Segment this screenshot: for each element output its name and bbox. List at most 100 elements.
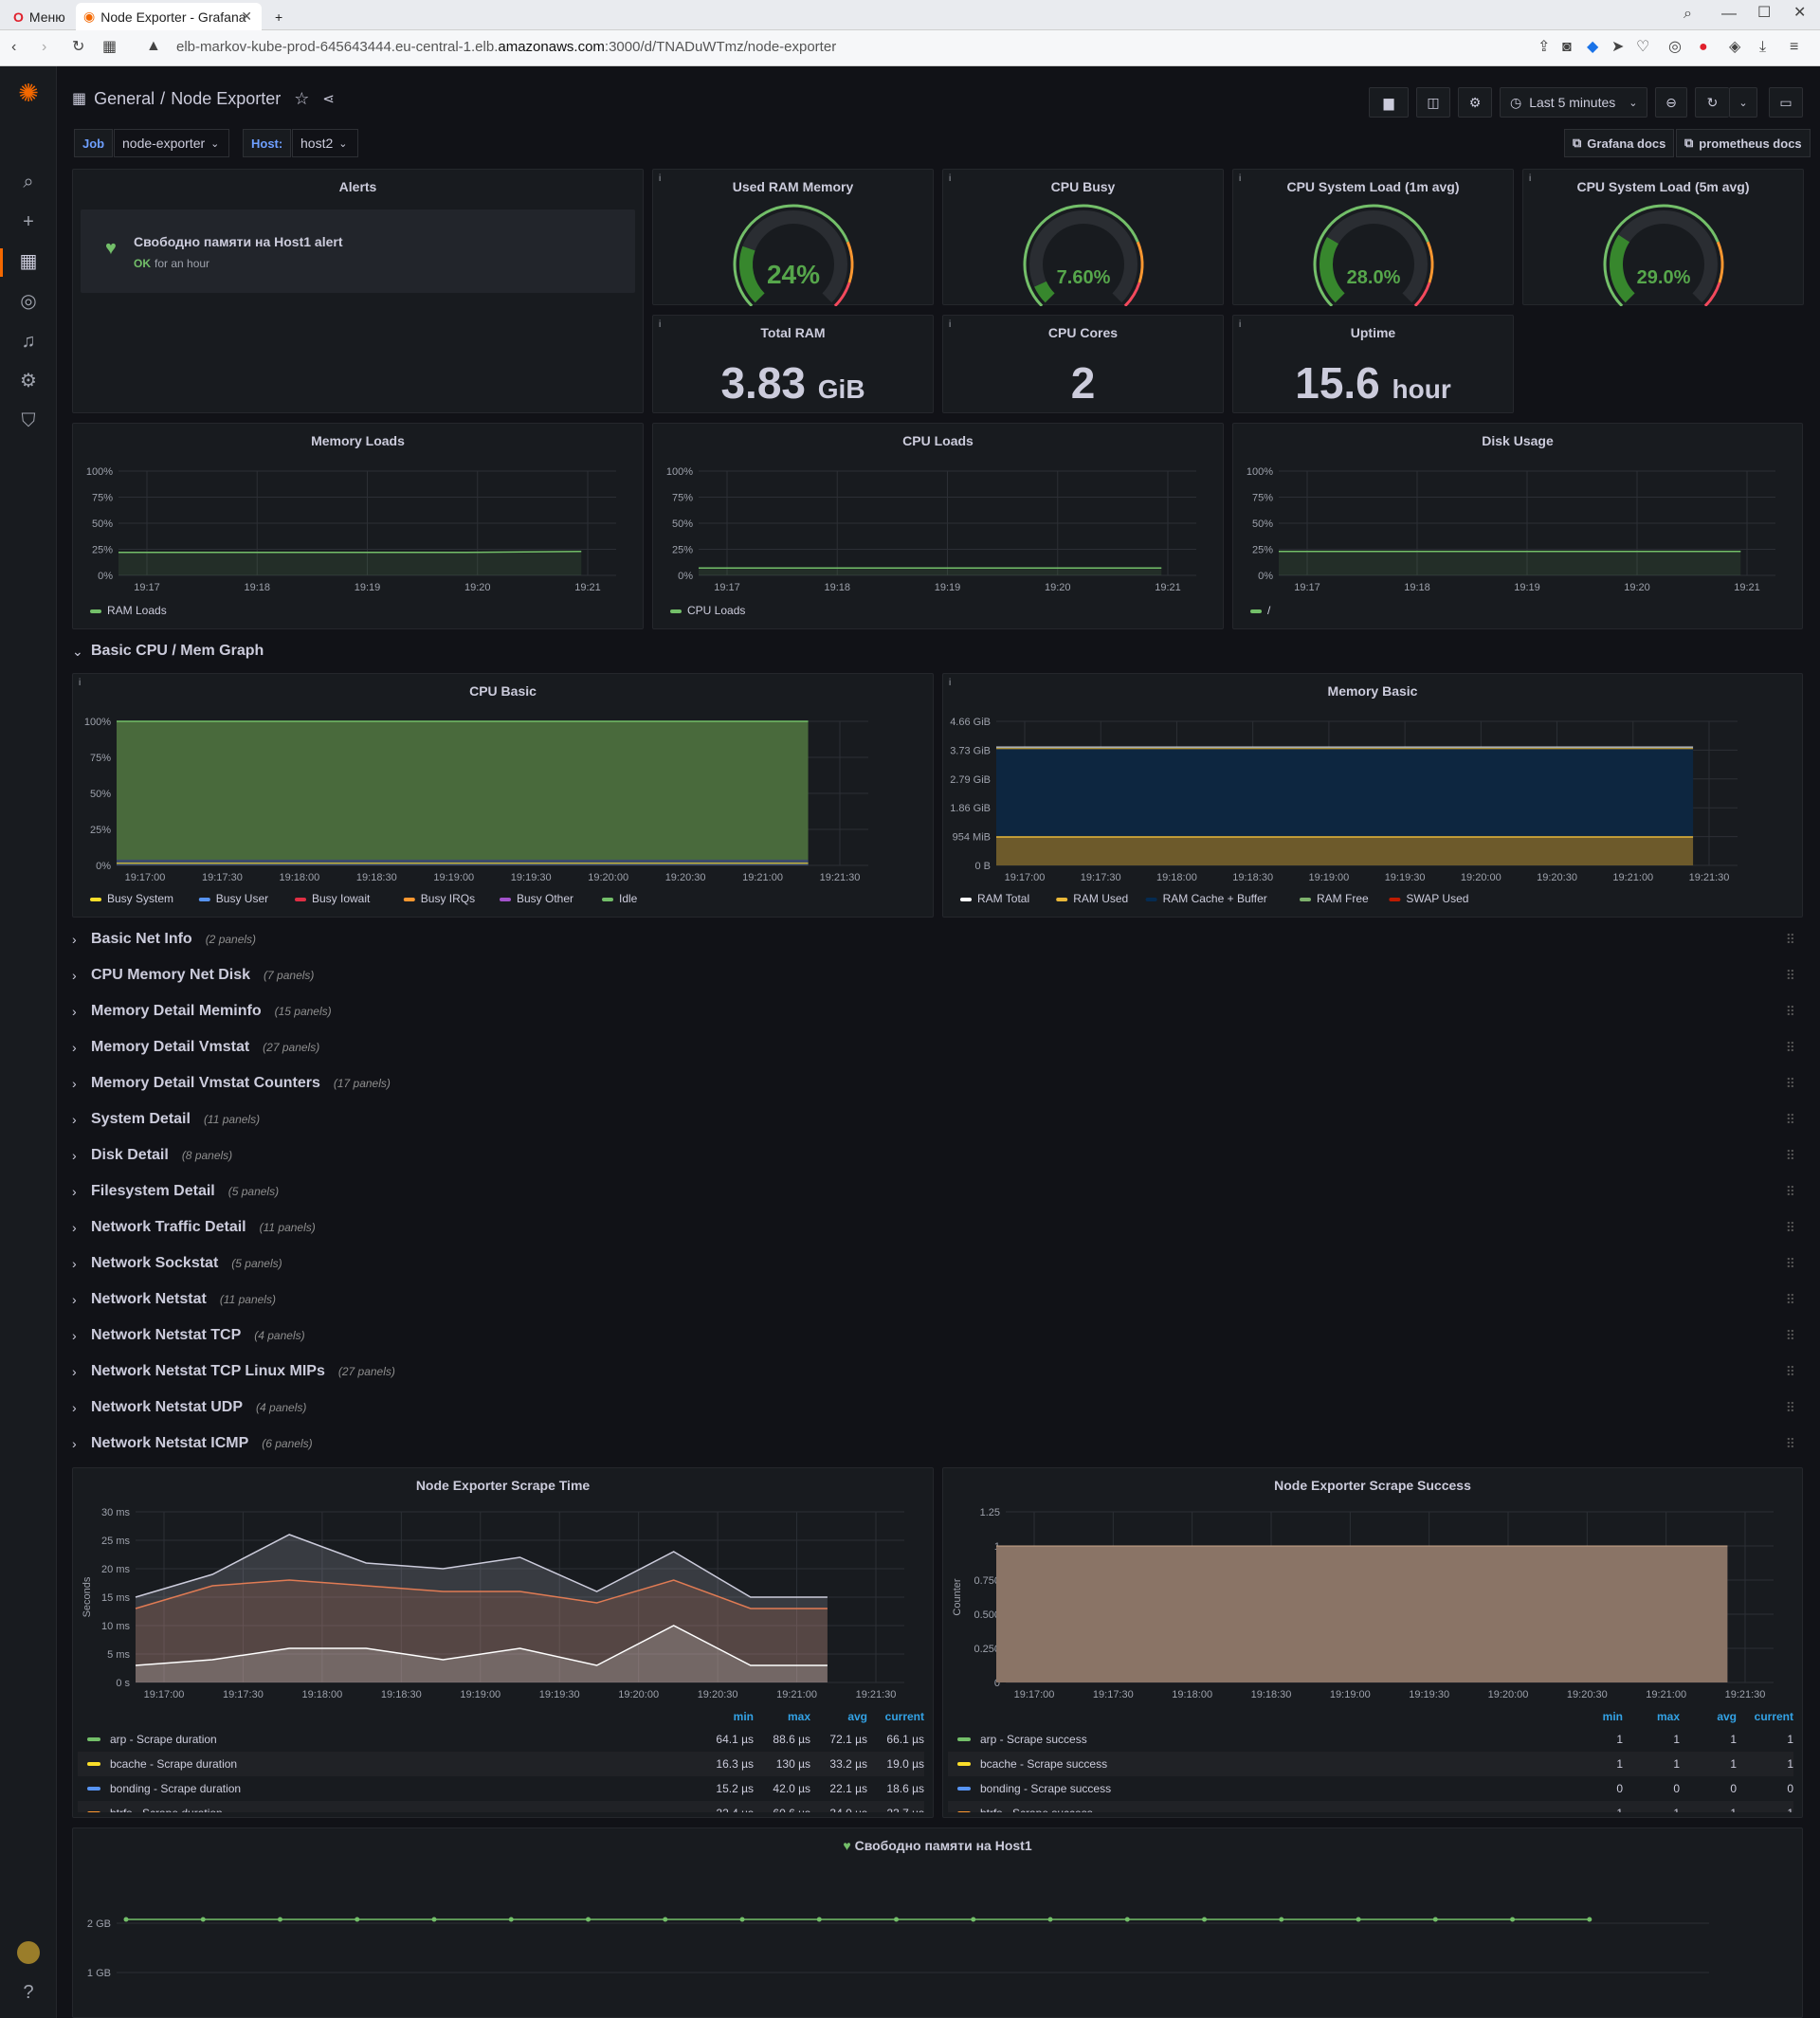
drag-handle-icon[interactable]: ⠿ — [1785, 1363, 1795, 1379]
legend-row[interactable]: bcache - Scrape success 1 1 1 1 — [948, 1752, 1793, 1776]
configuration-gear-icon[interactable]: ⚙ — [20, 371, 37, 391]
collapsed-row[interactable]: › Filesystem Detail (5 panels) ⠿ — [72, 1175, 1803, 1208]
server-admin-shield-icon[interactable]: ⛉ — [21, 410, 36, 431]
legend-row[interactable]: btrfs - Scrape duration22.4 µs60.6 µs34.… — [78, 1801, 924, 1812]
maximize-icon[interactable]: ☐ — [1757, 5, 1772, 21]
dashboard-settings-button[interactable]: ⚙ — [1458, 87, 1492, 118]
breadcrumb-folder[interactable]: General — [94, 88, 155, 108]
info-icon[interactable]: i — [949, 173, 952, 184]
search-tabs-icon[interactable]: ⌕ — [1684, 6, 1692, 22]
add-panel-button[interactable]: ▆ — [1369, 87, 1409, 118]
collapsed-row[interactable]: › Network Netstat (11 panels) ⠿ — [72, 1283, 1803, 1316]
legend-row[interactable]: bonding - Scrape duration 15.2 µs 42.0 µs 2… — [78, 1776, 924, 1801]
heart-icon[interactable]: ♡ — [1636, 39, 1650, 55]
drag-handle-icon[interactable]: ⠿ — [1785, 1111, 1795, 1127]
prometheus-docs-link[interactable]: ⧉ prometheus docs — [1676, 129, 1811, 157]
search-icon[interactable]: ⌕ — [23, 172, 34, 192]
legend-header-avg[interactable]: avg — [847, 1710, 867, 1723]
drag-handle-icon[interactable]: ⠿ — [1785, 967, 1795, 983]
collapsed-row[interactable]: › Network Traffic Detail (11 panels) ⠿ — [72, 1211, 1803, 1244]
collapsed-row[interactable]: › Network Sockstat (5 panels) ⠿ — [72, 1247, 1803, 1280]
easy-setup-icon[interactable]: ≡ — [1790, 39, 1799, 55]
adblock-icon[interactable]: ● — [1699, 39, 1708, 55]
legend-row[interactable]: arp - Scrape duration 64.1 µs 88.6 µs 72.1 … — [78, 1727, 924, 1752]
refresh-button[interactable]: ↻ — [1695, 87, 1729, 118]
collapsed-row[interactable]: › Network Netstat ICMP (6 panels) ⠿ — [72, 1427, 1803, 1460]
collapsed-row[interactable]: › CPU Memory Net Disk (7 panels) ⠿ — [72, 959, 1803, 991]
drag-handle-icon[interactable]: ⠿ — [1785, 1183, 1795, 1199]
drag-handle-icon[interactable]: ⠿ — [1785, 1435, 1795, 1451]
legend-header-max[interactable]: max — [1656, 1710, 1680, 1723]
share-dashboard-icon[interactable]: ⋖ — [322, 91, 335, 107]
zoom-out-button[interactable]: ⊖ — [1655, 87, 1687, 118]
browser-tab-active[interactable]: ◉ Node Exporter - Grafana ✕ — [76, 3, 262, 30]
legend-row[interactable]: bonding - Scrape success 0 0 0 0 — [948, 1776, 1793, 1801]
collapsed-row[interactable]: › Memory Detail Vmstat Counters (17 panels… — [72, 1067, 1803, 1100]
alert-list-item[interactable]: ♥ Свободно памяти на Host1 alert OK for … — [81, 209, 635, 293]
info-icon[interactable]: i — [1529, 173, 1532, 184]
drag-handle-icon[interactable]: ⠿ — [1785, 1291, 1795, 1307]
drag-handle-icon[interactable]: ⠿ — [1785, 931, 1795, 947]
legend-header-max[interactable]: max — [787, 1710, 810, 1723]
job-variable-select[interactable]: node-exporter ⌄ — [114, 129, 229, 157]
legend-header-min[interactable]: min — [733, 1710, 754, 1723]
tv-mode-button[interactable]: ▭ — [1769, 87, 1803, 118]
explore-compass-icon[interactable]: ◎ — [20, 291, 37, 312]
download-icon[interactable]: ⤓ — [1759, 39, 1767, 55]
dashboard-title[interactable]: Node Exporter — [171, 88, 282, 108]
drag-handle-icon[interactable]: ⠿ — [1785, 1255, 1795, 1271]
vpn-shield-icon[interactable]: ◆ — [1587, 39, 1599, 55]
reload-icon[interactable]: ↻ — [72, 39, 85, 55]
url-field[interactable]: elb-markov-kube-prod-645643444.eu-centra… — [176, 39, 836, 55]
forward-icon[interactable]: › — [42, 39, 47, 55]
info-icon[interactable]: i — [79, 678, 82, 688]
drag-handle-icon[interactable]: ⠿ — [1785, 1147, 1795, 1163]
back-icon[interactable]: ‹ — [11, 39, 17, 55]
window-close-icon[interactable]: ✕ — [1793, 5, 1807, 21]
info-icon[interactable]: i — [1239, 173, 1242, 184]
collapsed-row[interactable]: › Network Netstat TCP (4 panels) ⠿ — [72, 1319, 1803, 1352]
info-icon[interactable]: i — [659, 173, 662, 184]
send-icon[interactable]: ➤ — [1611, 39, 1625, 55]
legend-header-current[interactable]: current — [1754, 1710, 1793, 1723]
time-picker-button[interactable]: ◷ Last 5 minutes ⌄ — [1500, 87, 1647, 118]
create-plus-icon[interactable]: + — [23, 211, 34, 232]
snapshot-icon[interactable]: ◙ — [1562, 39, 1572, 55]
drag-handle-icon[interactable]: ⠿ — [1785, 1327, 1795, 1343]
drag-handle-icon[interactable]: ⠿ — [1785, 1039, 1795, 1055]
alerting-bell-icon[interactable]: ♫ — [21, 331, 36, 352]
save-dashboard-button[interactable]: ◫ — [1416, 87, 1450, 118]
grafana-docs-link[interactable]: ⧉ Grafana docs — [1564, 129, 1675, 157]
collapsed-row[interactable]: › Memory Detail Meminfo (15 panels) ⠿ — [72, 995, 1803, 1027]
globe-icon[interactable]: ◎ — [1668, 39, 1682, 55]
speed-dial-icon[interactable]: ▦ — [102, 39, 118, 55]
refresh-interval-dropdown[interactable]: ⌄ — [1729, 87, 1757, 118]
new-tab-button[interactable]: + — [267, 3, 290, 30]
drag-handle-icon[interactable]: ⠿ — [1785, 1003, 1795, 1019]
legend-header-min[interactable]: min — [1602, 1710, 1623, 1723]
alert-name[interactable]: Свободно памяти на Host1 alert — [134, 234, 343, 249]
drag-handle-icon[interactable]: ⠿ — [1785, 1399, 1795, 1415]
legend-header-avg[interactable]: avg — [1717, 1710, 1737, 1723]
info-icon[interactable]: i — [949, 678, 952, 688]
collapsed-row[interactable]: › Memory Detail Vmstat (27 panels) ⠿ — [72, 1031, 1803, 1064]
not-secure-warning-icon[interactable]: ▲ — [146, 38, 161, 54]
drag-handle-icon[interactable]: ⠿ — [1785, 1219, 1795, 1235]
close-tab-icon[interactable]: ✕ — [241, 9, 252, 24]
share-icon[interactable]: ⇪ — [1538, 39, 1551, 55]
collapsed-row[interactable]: › Disk Detail (8 panels) ⠿ — [72, 1139, 1803, 1172]
star-icon[interactable]: ☆ — [294, 88, 310, 108]
collapsed-row[interactable]: › Basic Net Info (2 panels) ⠿ — [72, 923, 1803, 955]
minimize-icon[interactable]: — — [1721, 6, 1737, 22]
row-basic-cpu-mem[interactable]: ⌄ Basic CPU / Mem Graph — [72, 635, 1803, 667]
user-avatar[interactable] — [17, 1941, 40, 1964]
info-icon[interactable]: i — [659, 319, 662, 330]
legend-row[interactable]: bcache - Scrape duration 16.3 µs 130 µs 33.… — [78, 1752, 924, 1776]
collapsed-row[interactable]: › Network Netstat UDP (4 panels) ⠿ — [72, 1391, 1803, 1424]
drag-handle-icon[interactable]: ⠿ — [1785, 1075, 1795, 1091]
collapsed-row[interactable]: › Network Netstat TCP Linux MIPs (27 panel… — [72, 1355, 1803, 1388]
info-icon[interactable]: i — [949, 319, 952, 330]
opera-menu-button[interactable]: O Меню — [6, 3, 73, 30]
grafana-logo-icon[interactable]: ✺ — [18, 79, 39, 107]
